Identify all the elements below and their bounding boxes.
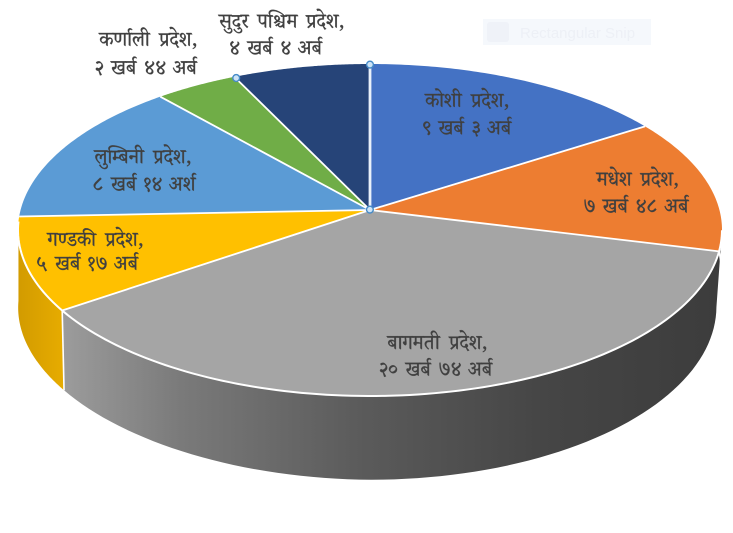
svg-text:Rectangular Snip: Rectangular Snip	[520, 25, 635, 42]
